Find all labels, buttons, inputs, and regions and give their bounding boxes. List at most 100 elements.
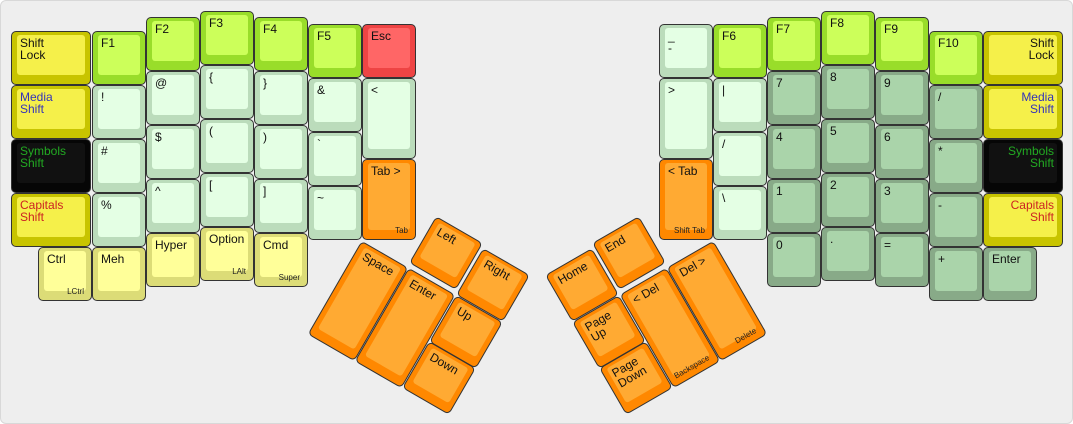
- key-label: Tab >: [371, 164, 401, 178]
- key-media-shift[interactable]: Media Shift: [983, 85, 1063, 139]
- keycap: *: [935, 143, 977, 183]
- key-esc[interactable]: Esc: [362, 24, 416, 78]
- key-shift-lock[interactable]: Shift Lock: [11, 31, 91, 85]
- key-3[interactable]: 3: [875, 179, 929, 233]
- key-meh[interactable]: Meh: [92, 247, 146, 301]
- key-symbol[interactable]: [: [200, 173, 254, 227]
- key-label: Meh: [101, 252, 125, 266]
- key-1[interactable]: 1: [767, 179, 821, 233]
- key-label: 4: [776, 130, 783, 144]
- key-symbol[interactable]: ): [254, 125, 308, 179]
- key-label: F4: [263, 22, 278, 36]
- key-symbol[interactable]: ^: [146, 179, 200, 233]
- key-cmd[interactable]: Cmd Super: [254, 233, 308, 287]
- key-symbol[interactable]: _ -: [659, 24, 713, 78]
- key-symbol[interactable]: /: [929, 85, 983, 139]
- key-symbol[interactable]: &: [308, 78, 362, 132]
- keycap: Cmd Super: [260, 237, 302, 282]
- key-symbol[interactable]: }: [254, 71, 308, 125]
- key-f6[interactable]: F6: [713, 24, 767, 78]
- key-f1[interactable]: F1: [92, 31, 146, 85]
- key-symbols-shift[interactable]: Symbols Shift: [11, 139, 91, 193]
- key-symbol[interactable]: {: [200, 65, 254, 119]
- key-enter[interactable]: Enter: [983, 247, 1037, 301]
- key-legend: Shift Tab: [674, 226, 705, 235]
- key-5[interactable]: 5: [821, 119, 875, 173]
- key-label: %: [101, 198, 112, 212]
- key-0[interactable]: 0: [767, 233, 821, 287]
- key-symbols-shift[interactable]: Symbols Shift: [983, 139, 1063, 193]
- key-ctrl[interactable]: Ctrl LCtrl: [38, 247, 92, 301]
- key-capitals-shift[interactable]: Capitals Shift: [983, 193, 1063, 247]
- key-f4[interactable]: F4: [254, 17, 308, 71]
- key-symbol[interactable]: >: [659, 78, 713, 159]
- key-symbol[interactable]: %: [92, 193, 146, 247]
- key-hyper[interactable]: Hyper: [146, 233, 200, 287]
- key-symbol[interactable]: #: [92, 139, 146, 193]
- key-media-shift[interactable]: Media Shift: [11, 85, 91, 139]
- key-f9[interactable]: F9: [875, 17, 929, 71]
- key-symbol[interactable]: ]: [254, 179, 308, 233]
- key-f2[interactable]: F2: [146, 17, 200, 71]
- keycap: 9: [881, 75, 923, 115]
- keycap: Left: [419, 222, 476, 279]
- key-label: < Del: [629, 280, 662, 307]
- key-symbol[interactable]: |: [713, 78, 767, 132]
- key-symbol[interactable]: `: [308, 132, 362, 186]
- key-symbol[interactable]: !: [92, 85, 146, 139]
- key-tab[interactable]: Tab > Tab: [362, 159, 416, 240]
- key-symbol[interactable]: ~: [308, 186, 362, 240]
- keycap: Meh: [98, 251, 140, 291]
- key-f3[interactable]: F3: [200, 11, 254, 65]
- key-label: =: [884, 238, 892, 252]
- keycap: +: [935, 251, 977, 291]
- key-f5[interactable]: F5: [308, 24, 362, 78]
- keycap: F3: [206, 15, 248, 55]
- key-symbol[interactable]: =: [875, 233, 929, 287]
- key-symbol[interactable]: /: [713, 132, 767, 186]
- key-f8[interactable]: F8: [821, 11, 875, 65]
- key-label: Capitals Shift: [20, 198, 64, 224]
- keycap: 5: [827, 123, 869, 163]
- key-capitals-shift[interactable]: Capitals Shift: [11, 193, 91, 247]
- key-label: Del >: [676, 253, 709, 280]
- key-label: 3: [884, 184, 891, 198]
- key-symbol[interactable]: @: [146, 71, 200, 125]
- key-symbol[interactable]: <: [362, 78, 416, 159]
- keycap: Symbols Shift: [17, 143, 85, 183]
- key-label: End: [602, 232, 628, 256]
- key-7[interactable]: 7: [767, 71, 821, 125]
- keycap: F5: [314, 28, 356, 68]
- key-symbol[interactable]: -: [929, 193, 983, 247]
- key-label: +: [938, 252, 946, 266]
- key-f10[interactable]: F10: [929, 31, 983, 85]
- key-symbol[interactable]: .: [821, 227, 875, 281]
- key-symbol[interactable]: +: [929, 247, 983, 301]
- key-option[interactable]: Option LAlt: [200, 227, 254, 281]
- key-label: 2: [830, 178, 837, 192]
- keycap: _ -: [665, 28, 707, 68]
- key-label: #: [101, 144, 108, 158]
- key-symbol[interactable]: (: [200, 119, 254, 173]
- key-label: ]: [263, 184, 267, 198]
- key-shift-lock[interactable]: Shift Lock: [983, 31, 1063, 85]
- key-8[interactable]: 8: [821, 65, 875, 119]
- key-label: ^: [155, 184, 161, 198]
- keycap: !: [98, 89, 140, 129]
- keycap: 4: [773, 129, 815, 169]
- key-f7[interactable]: F7: [767, 17, 821, 71]
- key-symbol[interactable]: \: [713, 186, 767, 240]
- keycap: Media Shift: [17, 89, 85, 129]
- key-symbol[interactable]: *: [929, 139, 983, 193]
- key-4[interactable]: 4: [767, 125, 821, 179]
- key-symbol[interactable]: $: [146, 125, 200, 179]
- key-9[interactable]: 9: [875, 71, 929, 125]
- keycap: /: [719, 136, 761, 176]
- keycap: F1: [98, 35, 140, 75]
- key-legend: Super: [278, 273, 300, 282]
- key-2[interactable]: 2: [821, 173, 875, 227]
- key-6[interactable]: 6: [875, 125, 929, 179]
- keycap: {: [206, 69, 248, 109]
- key-tab[interactable]: < Tab Shift Tab: [659, 159, 713, 240]
- keycap: F4: [260, 21, 302, 61]
